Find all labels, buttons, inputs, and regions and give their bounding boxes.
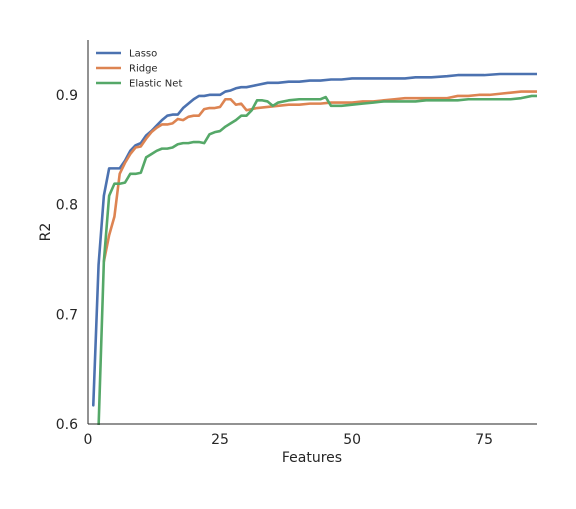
x-tick-label: 50: [343, 432, 361, 448]
y-tick-labels: 0.6 0.7 0.8 0.9: [56, 88, 78, 433]
x-tick-label: 75: [475, 432, 493, 448]
series-line-lasso: [91, 72, 537, 407]
y-tick-label: 0.9: [56, 88, 78, 104]
legend-item-ridge: Ridge: [96, 64, 158, 75]
legend-item-elastic-net: Elastic Net: [96, 79, 182, 90]
y-tick-label: 0.6: [56, 417, 78, 433]
x-axis-title: Features: [282, 450, 342, 466]
series-line-elastic-net: [97, 94, 537, 425]
x-tick-label: 25: [211, 432, 229, 448]
series-line-ridge: [102, 90, 537, 263]
x-tick-label: 0: [84, 432, 93, 448]
y-tick-label: 0.7: [56, 307, 78, 323]
legend: Lasso Ridge Elastic Net: [96, 49, 182, 90]
y-axis-title: R2: [38, 223, 54, 242]
series-layer: [91, 72, 537, 425]
legend-label: Elastic Net: [129, 79, 182, 90]
legend-item-lasso: Lasso: [96, 49, 157, 60]
legend-label: Ridge: [129, 64, 158, 75]
x-tick-labels: 0 25 50 75: [84, 432, 494, 448]
y-tick-label: 0.8: [56, 198, 78, 214]
legend-label: Lasso: [129, 49, 157, 60]
